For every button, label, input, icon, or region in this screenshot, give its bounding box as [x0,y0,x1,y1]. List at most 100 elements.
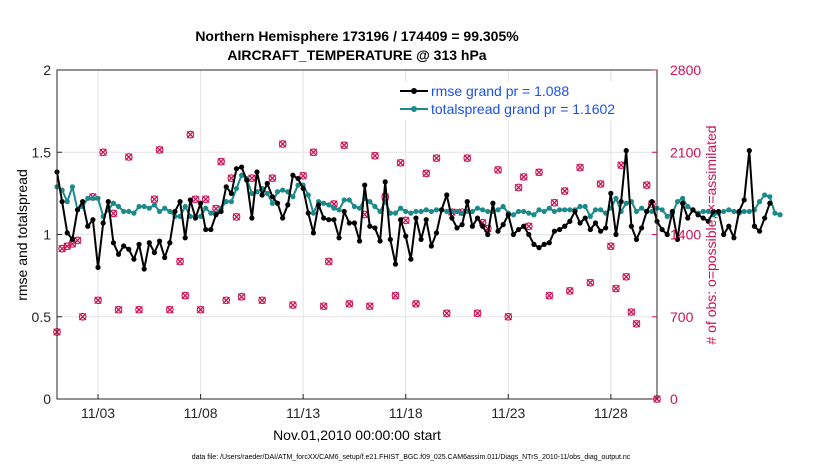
series-point-rmse [356,238,363,244]
series-point-totalspread [115,203,122,210]
series-point-rmse [480,223,486,229]
obs-assimilated-point [181,291,189,300]
series-point-rmse [449,215,455,221]
obs-possible-point [222,296,231,305]
series-point-rmse [218,208,224,215]
obs-assimilated-point [366,302,374,310]
series-point-rmse [151,249,158,256]
series-point-rmse [64,230,70,236]
series-point-totalspread [85,195,91,201]
series-point-totalspread [633,208,640,215]
series-point-rmse [613,231,619,238]
series-point-totalspread [223,199,229,205]
series-point-rmse [290,172,296,178]
series-point-rmse [577,220,583,226]
series-point-rmse [80,199,86,205]
series-point-rmse [326,217,332,223]
obs-possible-point [432,154,441,162]
obs-possible-point [596,180,605,188]
series-point-rmse [541,241,547,247]
series-point-totalspread [474,205,481,211]
obs-assimilated-point [642,181,651,189]
series-point-rmse [413,215,419,221]
series-point-rmse [346,220,352,226]
series-point-rmse [639,225,645,231]
obs-assimilated-point [432,154,441,162]
obs-assimilated-point [560,187,569,195]
series-point-rmse [762,215,768,221]
obs-possible-point [473,309,482,318]
series-point-totalspread [777,212,783,218]
obs-assimilated-point [325,257,333,266]
series-point-totalspread [674,199,681,205]
series-point-rmse [469,223,475,229]
series-point-totalspread [403,208,409,215]
obs-assimilated-point [612,284,620,293]
series-point-totalspread [762,192,768,198]
obs-assimilated-point [248,174,256,182]
obs-possible-point [217,157,225,166]
series-point-totalspread [280,187,286,193]
series-point-rmse [100,220,106,226]
series-point-rmse [377,238,383,244]
series-point-rmse [264,180,270,187]
obs-assimilated-point [309,148,318,157]
series-point-rmse [644,208,650,215]
obs-possible-point [176,257,184,266]
series-point-totalspread [577,203,583,210]
obs-possible-point [545,291,554,300]
series-point-totalspread [264,190,270,196]
obs-assimilated-point [632,320,641,328]
tick-label-x: 11/18 [389,405,423,421]
series-point-rmse [187,197,193,203]
obs-possible-point [278,140,287,148]
series-point-totalspread [418,208,424,215]
series-point-rmse [223,184,229,190]
obs-assimilated-point [125,153,133,161]
series-point-rmse [464,199,470,205]
series-point-totalspread [131,210,137,216]
series-point-rmse [705,218,711,224]
series-point-totalspread [167,208,173,215]
series-point-rmse [233,166,240,172]
series-point-rmse [459,222,465,228]
obs-possible-point [422,169,431,178]
obs-possible-point [606,242,615,251]
series-point-rmse [562,223,568,229]
series-point-totalspread [423,207,429,213]
series-point-rmse [751,223,758,229]
series-point-totalspread [269,200,275,206]
series-point-rmse [167,240,173,246]
obs-possible-point [632,319,641,328]
series-point-totalspread [500,203,506,210]
obs-assimilated-point [340,141,348,149]
obs-assimilated-point [463,154,472,162]
series-point-totalspread [726,207,732,213]
series-point-rmse [331,217,337,223]
series-point-rmse [403,233,409,239]
tick-label-right: 0 [670,391,678,407]
series-point-rmse [69,236,75,243]
series-point-rmse [700,215,706,221]
series-point-rmse [259,192,265,198]
x-axis-label: Nov.01,2010 00:00:00 start [273,427,441,443]
obs-assimilated-point [109,209,118,218]
series-point-rmse [567,218,573,224]
series-point-rmse [408,256,414,262]
series-point-totalspread [321,200,327,206]
series-point-rmse [582,215,588,221]
series-point-totalspread [156,208,163,215]
series-point-totalspread [136,203,142,210]
series-point-totalspread [756,199,763,205]
series-point-rmse [397,217,404,223]
series-point-totalspread [428,208,434,215]
obs-assimilated-point [550,199,559,207]
obs-possible-point [232,213,241,221]
series-point-rmse [603,225,609,231]
series-point-totalspread [454,208,460,215]
series-point-rmse [131,256,137,262]
obs-assimilated-point [519,173,528,181]
series-point-totalspread [274,189,281,195]
tick-label-left: 0.5 [32,309,52,325]
series-point-totalspread [705,208,711,215]
